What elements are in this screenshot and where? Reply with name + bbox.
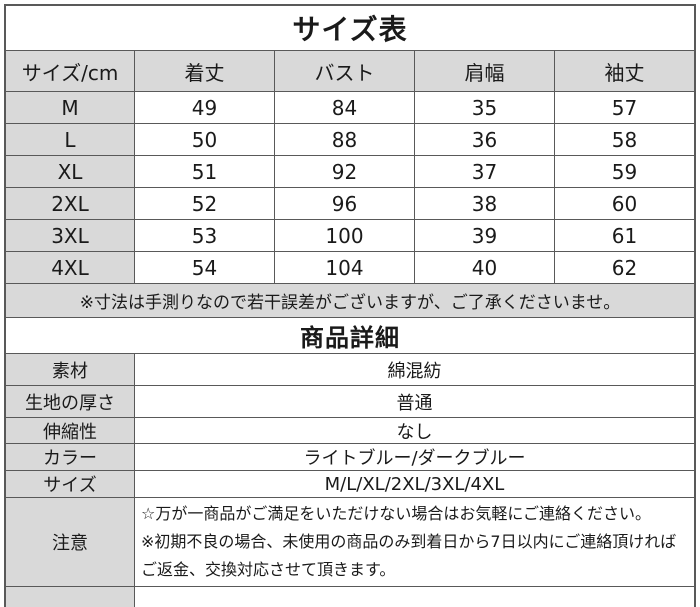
column-header-sleeve: 袖丈 bbox=[554, 51, 694, 91]
detail-label: 注意 bbox=[6, 498, 134, 586]
detail-value: M/L/XL/2XL/3XL/4XL bbox=[134, 471, 694, 497]
size-value: 62 bbox=[554, 252, 694, 283]
detail-value: ライトブルー/ダークブルー bbox=[134, 444, 694, 470]
size-value: 51 bbox=[134, 156, 274, 187]
detail-row-thickness: 生地の厚さ 普通 bbox=[6, 385, 694, 417]
size-value: 49 bbox=[134, 92, 274, 123]
size-value: 36 bbox=[414, 124, 554, 155]
detail-row-notice: 注意 ☆万が一商品がご満足をいただけない場合はお気軽にご連絡ください。 ※初期不… bbox=[6, 497, 694, 586]
size-label: 3XL bbox=[6, 220, 134, 251]
size-value: 35 bbox=[414, 92, 554, 123]
cutoff-label-cell bbox=[6, 587, 134, 607]
detail-row-size: サイズ M/L/XL/2XL/3XL/4XL bbox=[6, 470, 694, 497]
size-value: 88 bbox=[274, 124, 414, 155]
size-value: 57 bbox=[554, 92, 694, 123]
column-header-bust: バスト bbox=[274, 51, 414, 91]
size-value: 50 bbox=[134, 124, 274, 155]
size-row-xl: XL 51 92 37 59 bbox=[6, 155, 694, 187]
measurement-note-row: ※寸法は手測りなので若干誤差がございますが、ご了承くださいませ。 bbox=[6, 283, 694, 317]
size-value: 61 bbox=[554, 220, 694, 251]
detail-label: カラー bbox=[6, 444, 134, 470]
detail-table-title-row: 商品詳細 bbox=[6, 317, 694, 353]
column-header-size: サイズ/cm bbox=[6, 51, 134, 91]
column-header-length: 着丈 bbox=[134, 51, 274, 91]
cutoff-value-cell bbox=[134, 587, 694, 607]
size-label: M bbox=[6, 92, 134, 123]
detail-value: なし bbox=[134, 418, 694, 443]
size-value: 92 bbox=[274, 156, 414, 187]
notice-text: ☆万が一商品がご満足をいただけない場合はお気軽にご連絡ください。 ※初期不良の場… bbox=[134, 498, 694, 586]
detail-row-material: 素材 綿混紡 bbox=[6, 353, 694, 385]
size-value: 39 bbox=[414, 220, 554, 251]
detail-value: 普通 bbox=[134, 386, 694, 417]
measurement-note: ※寸法は手測りなので若干誤差がございますが、ご了承くださいませ。 bbox=[6, 284, 694, 317]
size-table-title-row: サイズ表 bbox=[6, 6, 694, 50]
size-value: 54 bbox=[134, 252, 274, 283]
size-label: L bbox=[6, 124, 134, 155]
size-value: 59 bbox=[554, 156, 694, 187]
size-row-l: L 50 88 36 58 bbox=[6, 123, 694, 155]
detail-row-color: カラー ライトブルー/ダークブルー bbox=[6, 443, 694, 470]
detail-label: サイズ bbox=[6, 471, 134, 497]
detail-value: 綿混紡 bbox=[134, 354, 694, 385]
size-table-title: サイズ表 bbox=[6, 6, 694, 50]
size-row-m: M 49 84 35 57 bbox=[6, 91, 694, 123]
size-value: 100 bbox=[274, 220, 414, 251]
size-value: 40 bbox=[414, 252, 554, 283]
cutoff-row bbox=[6, 586, 694, 607]
column-header-shoulder: 肩幅 bbox=[414, 51, 554, 91]
detail-table-title: 商品詳細 bbox=[6, 318, 694, 353]
detail-label: 伸縮性 bbox=[6, 418, 134, 443]
detail-label: 素材 bbox=[6, 354, 134, 385]
size-row-3xl: 3XL 53 100 39 61 bbox=[6, 219, 694, 251]
detail-row-stretch: 伸縮性 なし bbox=[6, 417, 694, 443]
size-value: 38 bbox=[414, 188, 554, 219]
size-value: 84 bbox=[274, 92, 414, 123]
size-value: 53 bbox=[134, 220, 274, 251]
notice-line-2: ※初期不良の場合、未使用の商品のみ到着日から7日以内にご連絡頂ければご返金、交換… bbox=[141, 532, 677, 579]
size-table-header-row: サイズ/cm 着丈 バスト 肩幅 袖丈 bbox=[6, 50, 694, 91]
size-chart-panel: サイズ表 サイズ/cm 着丈 バスト 肩幅 袖丈 M 49 84 35 57 L… bbox=[4, 4, 696, 607]
size-value: 37 bbox=[414, 156, 554, 187]
notice-line-1: ☆万が一商品がご満足をいただけない場合はお気軽にご連絡ください。 bbox=[141, 504, 652, 523]
size-label: XL bbox=[6, 156, 134, 187]
size-row-4xl: 4XL 54 104 40 62 bbox=[6, 251, 694, 283]
size-label: 2XL bbox=[6, 188, 134, 219]
size-row-2xl: 2XL 52 96 38 60 bbox=[6, 187, 694, 219]
size-value: 52 bbox=[134, 188, 274, 219]
detail-label: 生地の厚さ bbox=[6, 386, 134, 417]
size-value: 96 bbox=[274, 188, 414, 219]
size-value: 60 bbox=[554, 188, 694, 219]
size-value: 104 bbox=[274, 252, 414, 283]
size-label: 4XL bbox=[6, 252, 134, 283]
size-value: 58 bbox=[554, 124, 694, 155]
